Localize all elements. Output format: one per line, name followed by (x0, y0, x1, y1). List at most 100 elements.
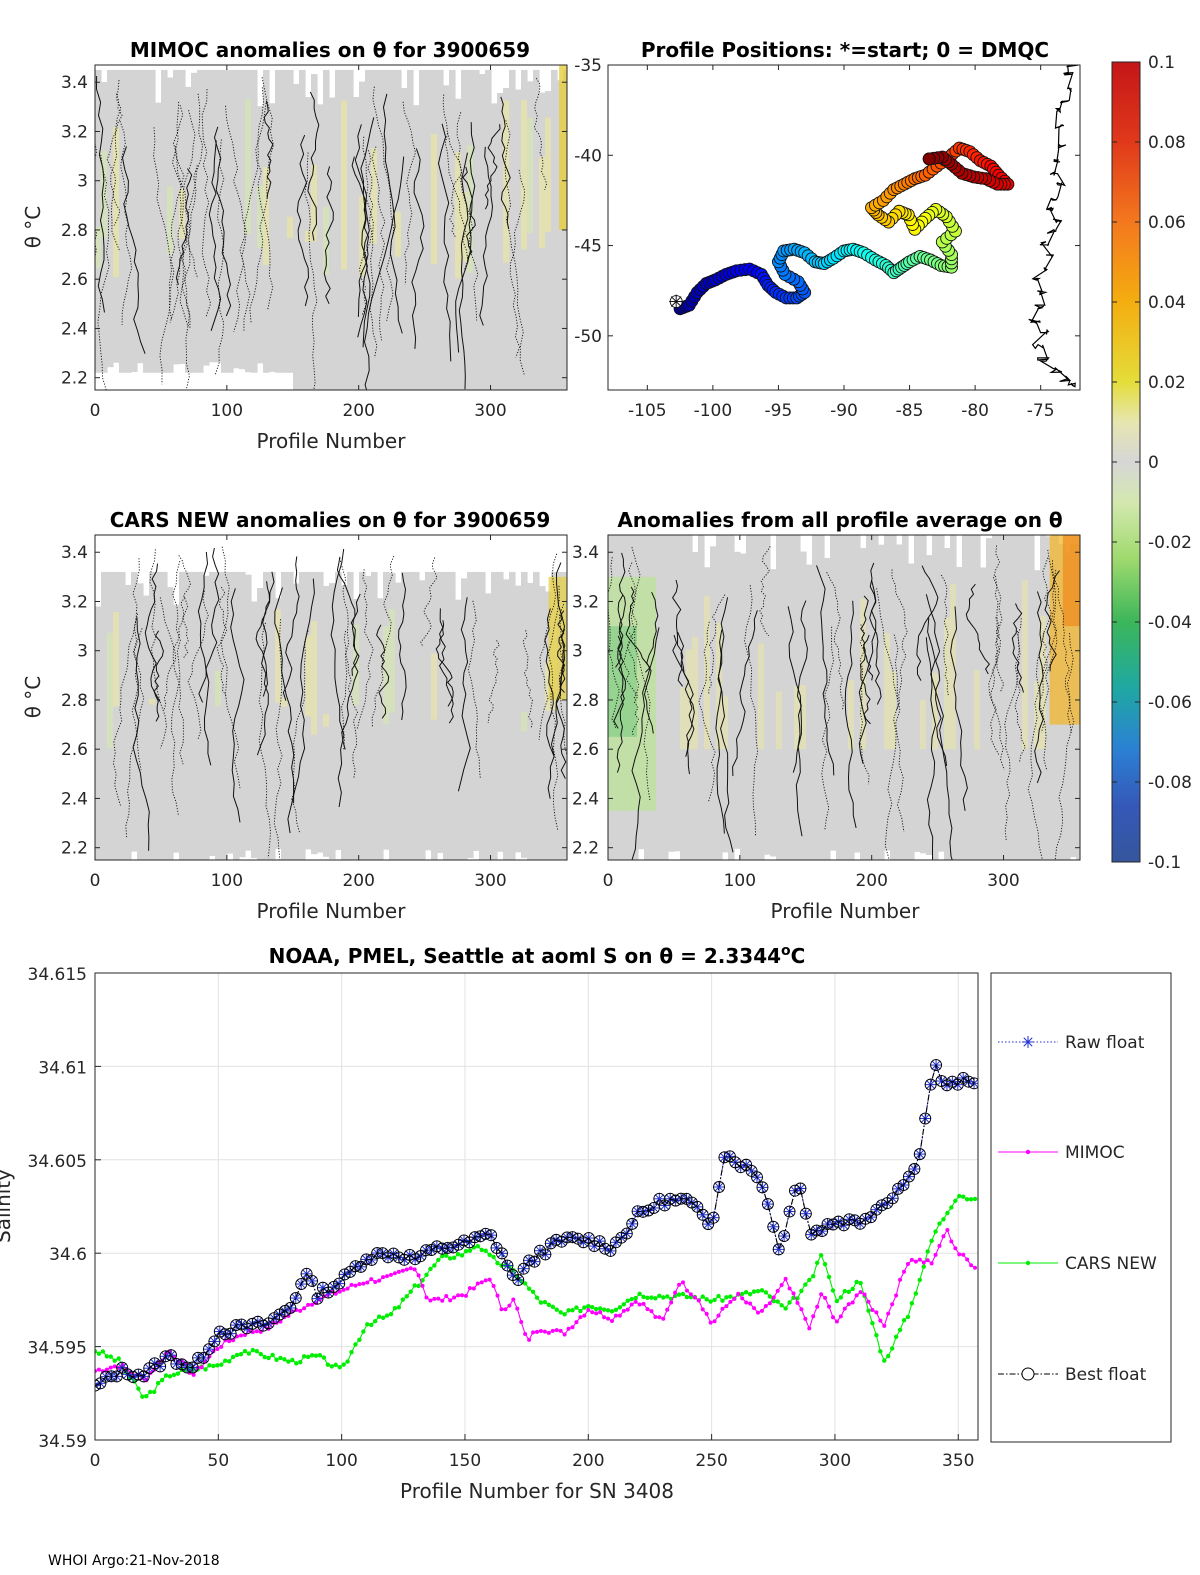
field-patch (722, 696, 729, 750)
y-tick-label: 34.6 (49, 1245, 87, 1265)
raw-float-marker (703, 1219, 713, 1229)
field-column (197, 69, 204, 373)
contour-line (608, 557, 620, 729)
best-float-marker (799, 1207, 812, 1220)
best-float-marker (441, 1241, 454, 1254)
cars-new-marker (929, 1238, 934, 1244)
colorbar-tick-label: -0.04 (1148, 613, 1192, 633)
raw-float-marker (698, 1210, 708, 1220)
contour-line (715, 597, 729, 834)
field-column (341, 585, 348, 860)
field-patch (323, 714, 330, 727)
contour-line (456, 112, 479, 321)
mimoc-marker (657, 1315, 662, 1320)
contour-line (249, 77, 274, 323)
field-column (539, 586, 546, 860)
mimoc-marker (361, 1281, 366, 1286)
field-patch (800, 685, 807, 750)
footer-stamp: WHOI Argo:21-Nov-2018 (48, 1553, 220, 1569)
cars-new-marker (874, 1333, 879, 1338)
cars-new-marker (282, 1357, 287, 1362)
cars-new-marker (889, 1346, 895, 1351)
field-column (149, 571, 156, 860)
field-column (533, 571, 540, 860)
best-float-marker (479, 1227, 492, 1240)
cars-new-marker (826, 1274, 832, 1280)
cars-new-marker (155, 1380, 161, 1386)
best-float-marker (707, 1211, 720, 1224)
field-patch (521, 711, 528, 732)
field-column (752, 535, 759, 860)
field-column (818, 535, 825, 860)
cars-new-marker (661, 1295, 666, 1300)
field-patch (431, 133, 438, 264)
best-float-marker (599, 1242, 612, 1255)
best-float-marker (311, 1292, 324, 1305)
field-column (131, 571, 138, 852)
contour-line (869, 562, 882, 705)
field-patch (101, 150, 108, 238)
cars-new-marker (771, 1299, 776, 1304)
field-column (956, 566, 963, 860)
cars-new-marker (349, 1350, 354, 1355)
cars-new-marker (163, 1373, 169, 1378)
contour-line (95, 75, 105, 313)
best-float-marker (371, 1247, 384, 1260)
field-column (425, 571, 432, 851)
mimoc-marker (483, 1278, 488, 1283)
field-column (251, 69, 258, 373)
mimoc-marker (408, 1266, 413, 1271)
cars-new-marker (112, 1358, 117, 1363)
mimoc-marker (933, 1252, 938, 1257)
field-column (926, 555, 933, 855)
field-patch (692, 636, 699, 750)
mimoc-marker (199, 1365, 204, 1370)
field-patch (113, 611, 120, 707)
mimoc-marker (637, 1302, 642, 1307)
mimoc-marker (645, 1307, 650, 1312)
contour-line (159, 597, 180, 816)
best-float-marker (566, 1231, 579, 1244)
field-column (1010, 535, 1017, 860)
y-tick-label: 3 (572, 642, 583, 662)
contour-line (153, 630, 164, 722)
mimoc-marker (965, 1257, 970, 1262)
best-float-marker (582, 1232, 595, 1245)
mimoc-marker (815, 1304, 820, 1309)
cars-new-marker (428, 1266, 433, 1272)
mimoc-marker (254, 1329, 259, 1334)
best-float-marker (517, 1262, 530, 1275)
salinity-title-unit: C (791, 944, 806, 968)
contour-line (744, 585, 759, 836)
cars-new-marker (720, 1298, 725, 1303)
field-patch (545, 117, 552, 233)
field-column (191, 72, 198, 373)
field-patch (794, 685, 801, 750)
cars-new-marker (116, 1356, 121, 1361)
cars-new-marker (953, 1198, 958, 1204)
coastline (1028, 65, 1078, 388)
best-float-marker (468, 1231, 481, 1244)
field-column (908, 563, 915, 860)
field-column (377, 598, 384, 860)
cars-new-marker (538, 1300, 544, 1305)
colorbar-tick-label: -0.08 (1148, 773, 1192, 793)
cars-new-marker (226, 1359, 232, 1364)
mimoc-marker (803, 1316, 808, 1321)
cars-new-marker (479, 1247, 484, 1253)
contour-line (376, 624, 390, 719)
contour-line (544, 608, 555, 799)
field-column (365, 69, 372, 390)
mimoc-anomaly-panel: MIMOC anomalies on θ for 3900659 0 100 200… (21, 38, 568, 453)
x-tick-label: 0 (90, 401, 101, 421)
contour-line (163, 596, 185, 711)
raw-float-marker (768, 1222, 778, 1232)
axes-box (94, 972, 979, 1441)
best-float-marker (165, 1349, 177, 1362)
cars-new-marker (830, 1288, 836, 1293)
mimoc-marker (479, 1280, 484, 1285)
coastline-path (1028, 65, 1078, 388)
cars-new-marker (353, 1342, 358, 1347)
cars-new-marker (759, 1288, 765, 1293)
x-tick-label: 100 (211, 401, 243, 421)
